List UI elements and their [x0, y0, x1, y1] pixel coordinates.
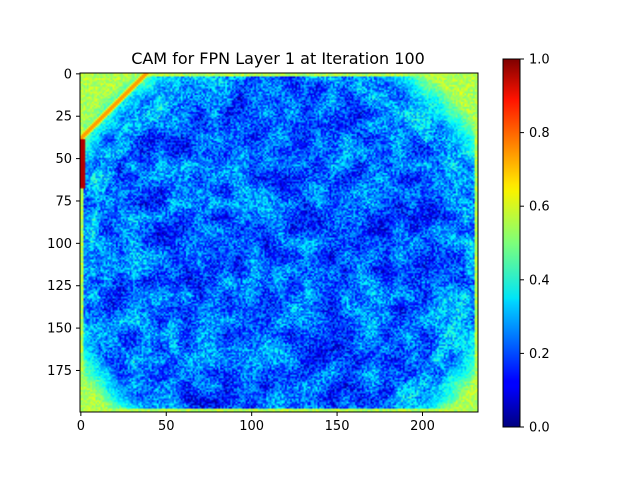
x-tick-label: 200 [410, 419, 435, 434]
y-axis: 0 25 50 75 100 125 150 175 [47, 67, 80, 379]
y-tick-label: 175 [47, 364, 72, 379]
x-tick-label: 150 [325, 419, 350, 434]
chart-title: CAM for FPN Layer 1 at Iteration 100 [131, 49, 425, 68]
colorbar-tick-label: 1.0 [529, 53, 550, 68]
colorbar-tick-label: 0.6 [529, 200, 550, 215]
y-tick-label: 50 [55, 152, 72, 167]
colorbar-frame [502, 58, 521, 428]
y-tick-label: 75 [55, 194, 72, 209]
colorbar [503, 59, 520, 427]
x-axis: 0 50 100 150 200 [77, 412, 435, 434]
y-tick-label: 25 [55, 110, 72, 125]
heatmap-raster [80, 73, 478, 412]
plot-frame [79, 72, 479, 413]
x-tick-label: 0 [77, 419, 85, 434]
y-tick-label: 150 [47, 322, 72, 337]
heatmap-image [80, 73, 478, 412]
y-tick-label: 0 [64, 67, 72, 82]
y-tick-label: 125 [47, 279, 72, 294]
colorbar-tick-label: 0.2 [529, 347, 550, 362]
colorbar-tick-label: 0.4 [529, 273, 550, 288]
colorbar-tick-label: 0.8 [529, 126, 550, 141]
colorbar-axis: 0.0 0.2 0.4 0.6 0.8 1.0 [520, 53, 550, 436]
y-tick-label: 100 [47, 237, 72, 252]
x-tick-label: 50 [158, 419, 175, 434]
colorbar-tick-label: 0.0 [529, 421, 550, 436]
x-tick-label: 100 [239, 419, 264, 434]
